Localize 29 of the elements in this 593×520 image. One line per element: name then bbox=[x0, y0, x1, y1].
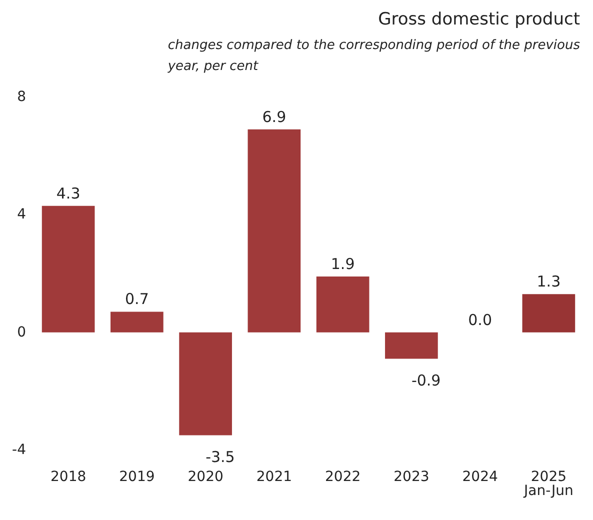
x-tick-label: 2025 Jan-Jun bbox=[523, 469, 574, 499]
chart-subtitle: changes compared to the corresponding period of the previous year, per cent bbox=[166, 38, 580, 74]
data-label: -3.5 bbox=[206, 448, 235, 466]
bar bbox=[248, 129, 301, 332]
chart-title: Gross domestic product bbox=[378, 10, 580, 30]
data-label: 0.0 bbox=[468, 310, 492, 329]
y-tick-label: 4 bbox=[17, 206, 26, 223]
bar bbox=[385, 332, 438, 359]
y-tick-label: 8 bbox=[17, 89, 26, 105]
bar bbox=[42, 206, 95, 332]
bar bbox=[179, 332, 232, 436]
data-label: 1.9 bbox=[330, 254, 355, 273]
x-tick-label: 2022 bbox=[324, 469, 361, 485]
data-label: 1.3 bbox=[536, 272, 561, 291]
data-label: -0.9 bbox=[411, 371, 441, 390]
y-tick-label: 0 bbox=[17, 324, 26, 340]
x-tick-label: 2019 bbox=[119, 469, 155, 485]
x-tick-label: 2020 bbox=[188, 469, 224, 485]
x-tick-label: 2024 bbox=[462, 469, 498, 485]
y-tick-label: -4 bbox=[12, 442, 26, 458]
bar bbox=[522, 294, 576, 332]
data-label: 6.9 bbox=[262, 108, 286, 126]
x-tick-label: 2021 bbox=[256, 469, 292, 485]
x-tick-label: 2023 bbox=[394, 469, 430, 485]
data-label: 0.7 bbox=[125, 290, 149, 308]
data-label: 4.3 bbox=[56, 184, 80, 202]
x-tick-label: 2018 bbox=[50, 469, 86, 485]
bar bbox=[110, 312, 164, 332]
bar bbox=[316, 276, 370, 332]
